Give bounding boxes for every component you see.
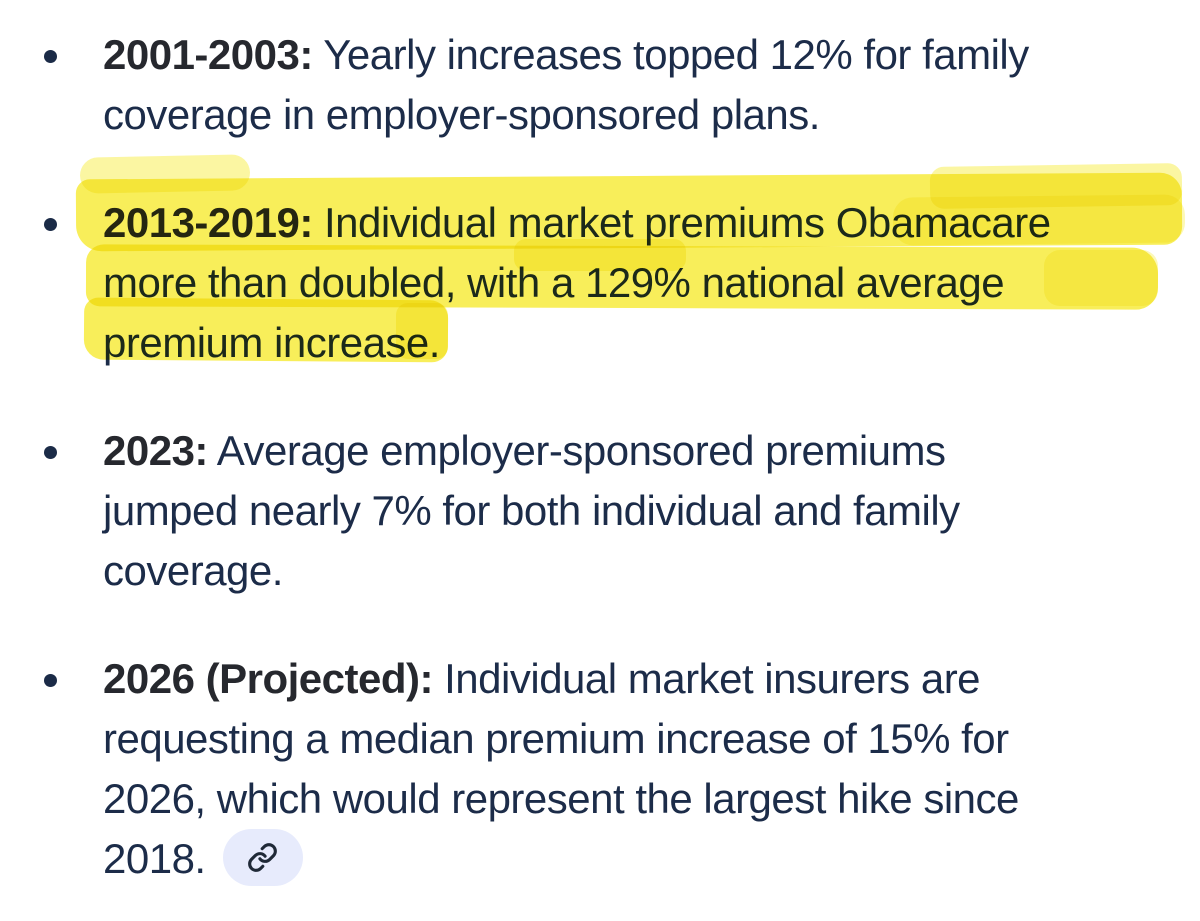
bullet-item-2013-2019: 2013-2019: Individual market premiums Ob… bbox=[44, 193, 1183, 373]
date-range-label: 2023: bbox=[103, 427, 208, 474]
text-line: more than doubled, with a 129% national … bbox=[103, 259, 1005, 306]
text-segment: Individual market premiums Obamacare bbox=[324, 199, 1051, 246]
text-line: 2013-2019: Individual market premiums Ob… bbox=[103, 193, 1183, 253]
text-segment: Average employer-sponsored premiums bbox=[216, 427, 946, 474]
text-segment: Individual market insurers are bbox=[444, 655, 981, 702]
text-segment: 2018. bbox=[103, 835, 206, 882]
text-line: jumped nearly 7% for both individual and… bbox=[103, 487, 960, 534]
text-line: premium increase. bbox=[103, 319, 440, 366]
text-line: coverage in employer-sponsored plans. bbox=[103, 91, 820, 138]
bullet-dot bbox=[44, 446, 57, 459]
text-line: requesting a median premium increase of … bbox=[103, 715, 1009, 762]
date-range-label: 2001-2003: bbox=[103, 31, 313, 78]
text-line: 2001-2003: Yearly increases topped 12% f… bbox=[103, 25, 1183, 85]
bullet-dot bbox=[44, 674, 57, 687]
text-line: 2018. bbox=[103, 829, 1183, 889]
date-range-label: 2013-2019: bbox=[103, 199, 313, 246]
link-icon bbox=[248, 843, 277, 873]
bullet-item-2023: 2023: Average employer-sponsored premium… bbox=[44, 421, 1183, 601]
text-segment: Yearly increases topped 12% for family bbox=[323, 31, 1029, 78]
bullet-list: 2001-2003: Yearly increases topped 12% f… bbox=[44, 25, 1183, 889]
source-link-chip[interactable] bbox=[222, 829, 303, 887]
bullet-dot bbox=[44, 218, 57, 231]
text-line: 2026 (Projected): Individual market insu… bbox=[103, 649, 1183, 709]
date-range-label: 2026 (Projected): bbox=[103, 655, 433, 702]
text-line: 2026, which would represent the largest … bbox=[103, 775, 1019, 822]
text-line: 2023: Average employer-sponsored premium… bbox=[103, 421, 1183, 481]
bullet-dot bbox=[44, 50, 57, 63]
bullet-item-2001-2003: 2001-2003: Yearly increases topped 12% f… bbox=[44, 25, 1183, 145]
bullet-item-2026-projected: 2026 (Projected): Individual market insu… bbox=[44, 649, 1183, 889]
text-line: coverage. bbox=[103, 547, 283, 594]
